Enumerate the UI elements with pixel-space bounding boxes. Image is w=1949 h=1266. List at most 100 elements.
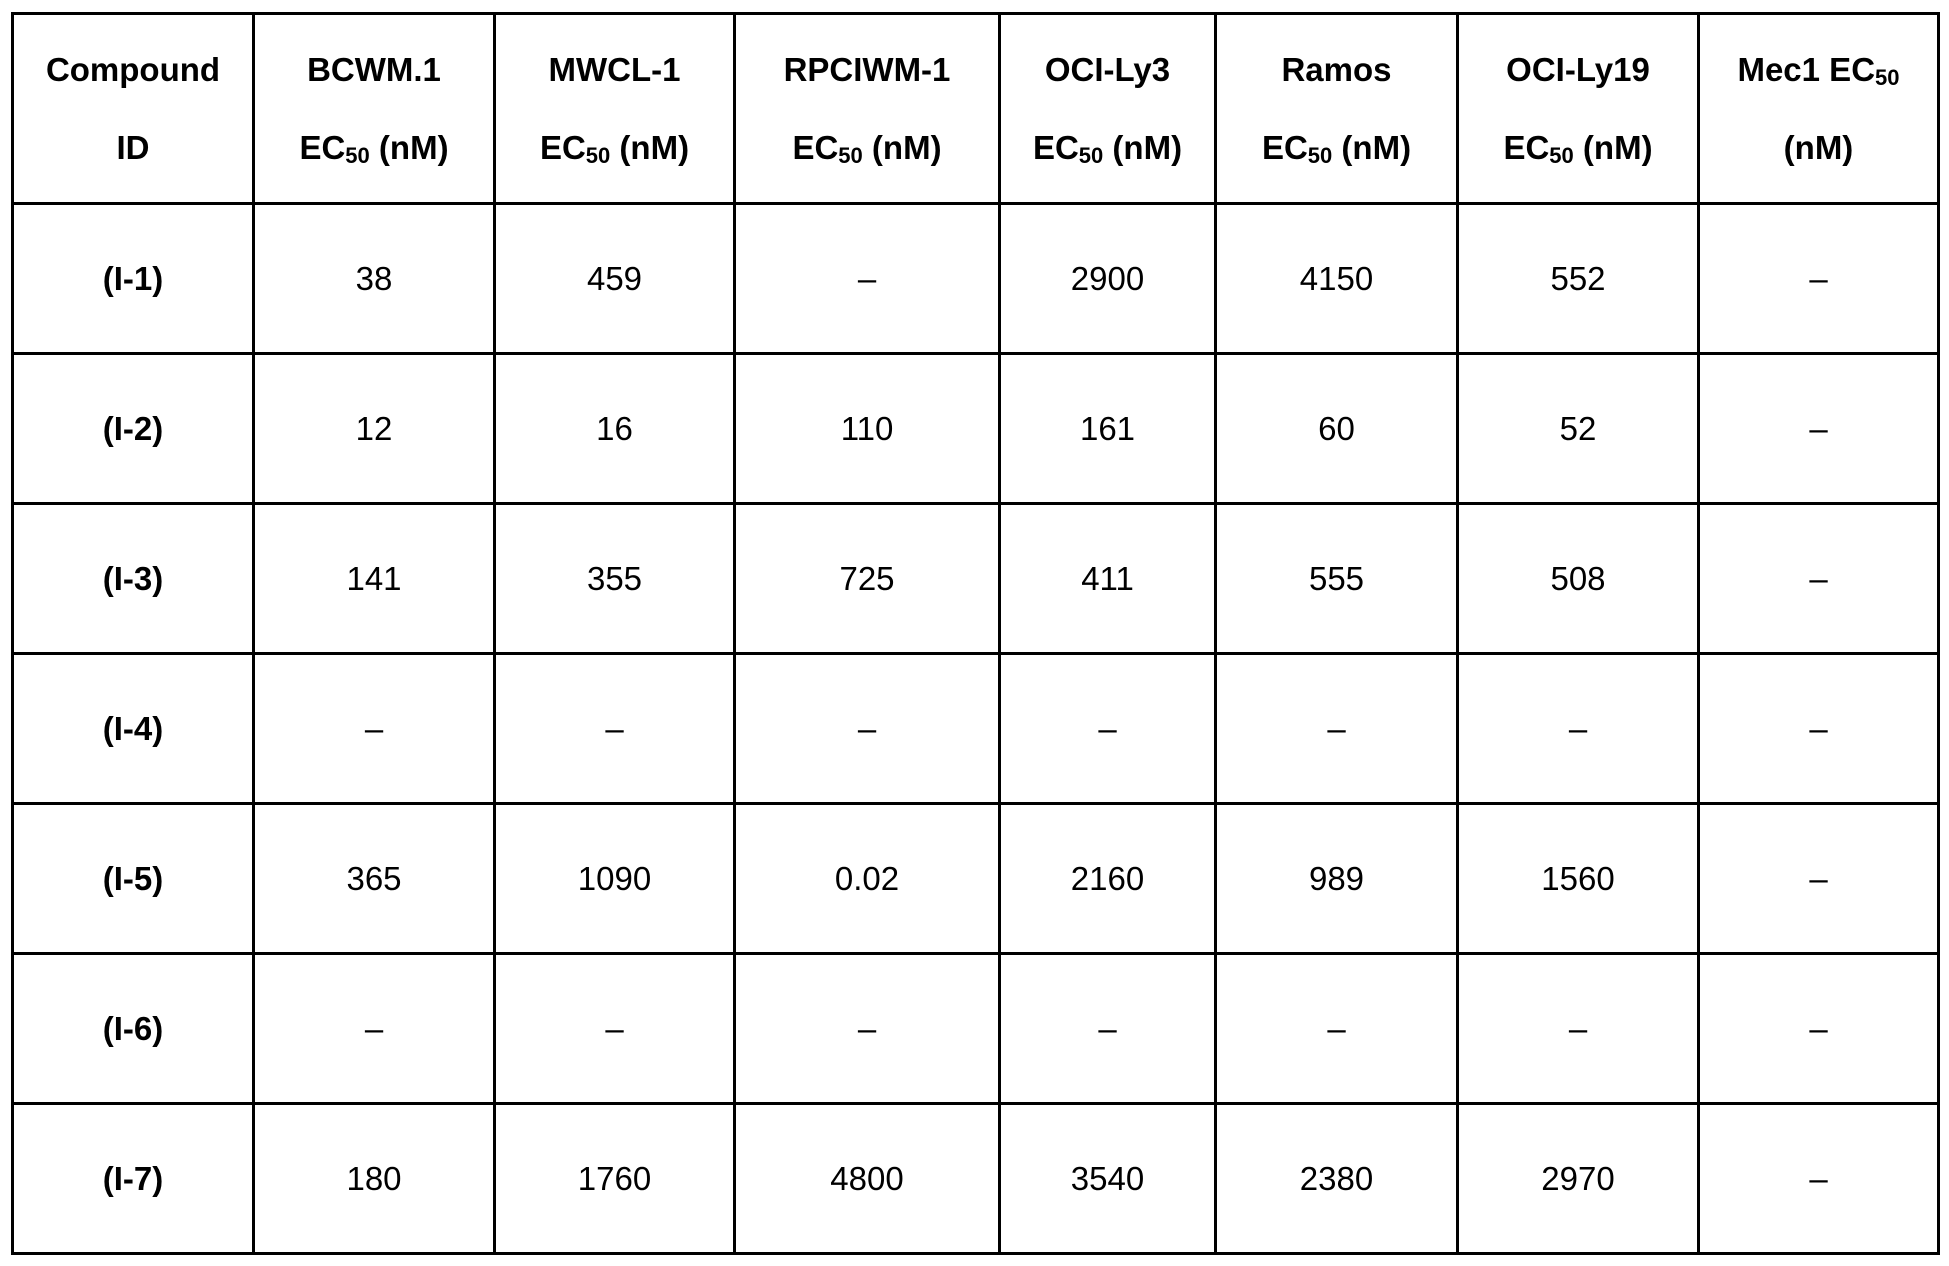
ec50-cell: 552 — [1458, 204, 1699, 354]
ec50-cell: 2160 — [1000, 804, 1216, 954]
header-row: CompoundIDBCWM.1EC50 (nM)MWCL-1EC50 (nM)… — [13, 14, 1939, 204]
ec50-cell: – — [495, 954, 735, 1104]
ec50-cell: 2970 — [1458, 1104, 1699, 1254]
header-line2: EC — [1262, 129, 1308, 166]
ec50-cell: 725 — [735, 504, 1000, 654]
ec50-cell: 411 — [1000, 504, 1216, 654]
column-header: Ramos EC50 (nM) — [1216, 14, 1458, 204]
ec50-cell: 1090 — [495, 804, 735, 954]
ec50-cell: 16 — [495, 354, 735, 504]
ec50-cell: 0.02 — [735, 804, 1000, 954]
ec50-cell: – — [735, 954, 1000, 1104]
header-unit: (nM) — [863, 129, 942, 166]
ec50-cell: 1760 — [495, 1104, 735, 1254]
header-subscript: 50 — [1549, 143, 1573, 168]
column-header: RPCIWM-1 EC50 (nM) — [735, 14, 1000, 204]
ec50-cell: – — [1699, 504, 1939, 654]
table-row: (I-1)38459–29004150552– — [13, 204, 1939, 354]
header-line2: EC — [792, 129, 838, 166]
ec50-cell: 2380 — [1216, 1104, 1458, 1254]
ec50-cell: 1560 — [1458, 804, 1699, 954]
ec50-cell: 555 — [1216, 504, 1458, 654]
header-line2: (nM) — [1784, 129, 1854, 166]
column-header: BCWM.1 EC50 (nM) — [254, 14, 495, 204]
header-line1: Compound — [46, 51, 220, 88]
ec50-cell: 52 — [1458, 354, 1699, 504]
compound-id-cell: (I-4) — [13, 654, 254, 804]
compound-id-cell: (I-7) — [13, 1104, 254, 1254]
ec50-cell: – — [1699, 1104, 1939, 1254]
header-line1: Ramos — [1281, 51, 1391, 88]
ec50-cell: 4800 — [735, 1104, 1000, 1254]
ec50-cell: 508 — [1458, 504, 1699, 654]
ec50-cell: 60 — [1216, 354, 1458, 504]
ec50-cell: – — [1458, 654, 1699, 804]
ec50-cell: – — [1216, 954, 1458, 1104]
ec50-cell: 3540 — [1000, 1104, 1216, 1254]
ec50-cell: 459 — [495, 204, 735, 354]
compound-id-cell: (I-5) — [13, 804, 254, 954]
ec50-cell: – — [1699, 654, 1939, 804]
header-subscript: 50 — [838, 143, 862, 168]
ec50-cell: 38 — [254, 204, 495, 354]
header-line1: OCI-Ly19 — [1506, 51, 1650, 88]
header-line2: EC — [1503, 129, 1549, 166]
compound-id-cell: (I-3) — [13, 504, 254, 654]
ec50-cell: – — [735, 654, 1000, 804]
ec50-cell: – — [1699, 204, 1939, 354]
compound-id-cell: (I-2) — [13, 354, 254, 504]
compound-id-cell: (I-1) — [13, 204, 254, 354]
table-row: (I-7)18017604800354023802970– — [13, 1104, 1939, 1254]
table-row: (I-5)36510900.0221609891560– — [13, 804, 1939, 954]
header-line2: ID — [117, 129, 150, 166]
ec50-cell: – — [1699, 954, 1939, 1104]
column-header: OCI-Ly3 EC50 (nM) — [1000, 14, 1216, 204]
ec50-cell: 365 — [254, 804, 495, 954]
header-line1: RPCIWM-1 — [784, 51, 951, 88]
header-subscript: 50 — [1079, 143, 1103, 168]
header-line2: EC — [1033, 129, 1079, 166]
header-line1: MWCL-1 — [549, 51, 681, 88]
ec50-cell: 110 — [735, 354, 1000, 504]
table-row: (I-2)12161101616052– — [13, 354, 1939, 504]
column-header: Mec1 EC50 (nM) — [1699, 14, 1939, 204]
ec50-cell: – — [1000, 654, 1216, 804]
table-row: (I-6)––––––– — [13, 954, 1939, 1104]
ec50-cell: – — [254, 654, 495, 804]
ec50-cell: 2900 — [1000, 204, 1216, 354]
table-row: (I-3)141355725411555508– — [13, 504, 1939, 654]
header-line1: OCI-Ly3 — [1045, 51, 1170, 88]
ec50-cell: 161 — [1000, 354, 1216, 504]
header-unit: (nM) — [1332, 129, 1411, 166]
ec50-cell: – — [735, 204, 1000, 354]
ec50-cell: – — [1699, 804, 1939, 954]
header-subscript: 50 — [1308, 143, 1332, 168]
column-header: OCI-Ly19EC50 (nM) — [1458, 14, 1699, 204]
ec50-cell: – — [1000, 954, 1216, 1104]
header-line2: EC — [299, 129, 345, 166]
header-line2: EC — [540, 129, 586, 166]
header-subscript: 50 — [586, 143, 610, 168]
ec50-cell: 12 — [254, 354, 495, 504]
header-unit: (nM) — [1103, 129, 1182, 166]
ec50-cell: – — [1216, 654, 1458, 804]
ec50-cell: 989 — [1216, 804, 1458, 954]
ec50-cell: – — [1699, 354, 1939, 504]
compound-id-cell: (I-6) — [13, 954, 254, 1104]
column-header: Compound ID — [13, 14, 254, 204]
ec50-cell: 180 — [254, 1104, 495, 1254]
ec50-cell: – — [254, 954, 495, 1104]
ec50-table: CompoundIDBCWM.1EC50 (nM)MWCL-1EC50 (nM)… — [11, 12, 1940, 1255]
header-unit: (nM) — [370, 129, 449, 166]
header-unit: (nM) — [610, 129, 689, 166]
ec50-cell: – — [495, 654, 735, 804]
ec50-cell: – — [1458, 954, 1699, 1104]
ec50-cell: 355 — [495, 504, 735, 654]
table-row: (I-4)––––––– — [13, 654, 1939, 804]
header-subscript: 50 — [1875, 65, 1899, 90]
header-subscript: 50 — [345, 143, 369, 168]
ec50-cell: 141 — [254, 504, 495, 654]
column-header: MWCL-1 EC50 (nM) — [495, 14, 735, 204]
header-line1: Mec1 EC — [1737, 51, 1875, 88]
header-line1: BCWM.1 — [307, 51, 441, 88]
